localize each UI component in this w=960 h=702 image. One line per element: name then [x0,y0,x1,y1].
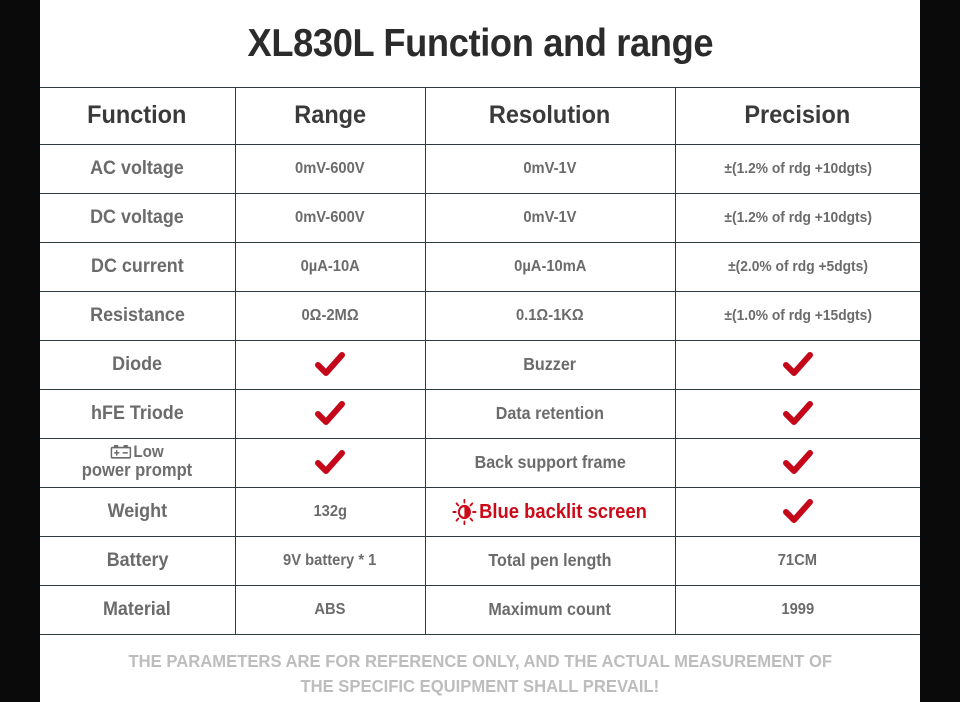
cell-function: AC voltage [40,144,236,194]
table-row: AC voltage 0mV-600V 0mV-1V ±(1.2% of rdg… [40,144,920,194]
cell-resolution: Data retention [425,389,676,439]
cell-precision: 1999 [675,585,920,635]
cell-range: 9V battery * 1 [235,536,426,586]
cell-function: Battery [40,536,236,586]
cell-precision: ±(1.0% of rdg +15dgts) [675,291,920,341]
column-header-precision: Precision [675,88,920,145]
cell-precision: ±(1.2% of rdg +10dgts) [675,144,920,194]
column-header-range: Range [235,88,426,145]
column-header-function: Function [40,88,236,145]
cell-range [235,438,426,488]
table-row: DC voltage 0mV-600V 0mV-1V ±(1.2% of rdg… [40,193,920,243]
cell-range [235,389,426,439]
table-row: DC current 0µA-10A 0µA-10mA ±(2.0% of rd… [40,242,920,292]
cell-range: 0Ω-2MΩ [235,291,426,341]
page-title-text: XL830L Function and range [247,21,713,65]
disclaimer-note: THE PARAMETERS ARE FOR REFERENCE ONLY, A… [40,635,920,702]
disclaimer-line-1: THE PARAMETERS ARE FOR REFERENCE ONLY, A… [128,650,832,671]
table-header-row: Function Range Resolution Precision [40,88,920,145]
table-row: hFE Triode Data retention [40,389,920,439]
cell-resolution: 0µA-10mA [425,242,676,292]
battery-icon [110,444,132,459]
cell-range: 0µA-10A [235,242,426,292]
cell-resolution: Maximum count [425,585,676,635]
table-row: Low power prompt Back support frame [40,438,920,488]
cell-resolution: 0mV-1V [425,193,676,243]
cell-range: ABS [235,585,426,635]
table-row: Battery 9V battery * 1 Total pen length … [40,536,920,586]
table-row: Resistance 0Ω-2MΩ 0.1Ω-1KΩ ±(1.0% of rdg… [40,291,920,341]
check-icon [782,498,813,525]
cell-function: Diode [40,340,236,390]
table-row: Material ABS Maximum count 1999 [40,585,920,635]
cell-range [235,340,426,390]
table-row: Weight 132g Blue backlit screen [40,487,920,537]
check-icon [782,400,813,427]
check-icon [782,351,813,378]
cell-function: DC voltage [40,193,236,243]
check-icon [782,449,813,476]
cell-precision [675,340,920,390]
cell-precision [675,487,920,537]
brightness-icon [452,498,477,525]
cell-precision: 71CM [675,536,920,586]
cell-range: 0mV-600V [235,193,426,243]
check-icon [315,351,345,378]
low-label: Low [133,443,164,462]
cell-function: DC current [40,242,236,292]
blue-backlit-highlight: Blue backlit screen [452,498,648,525]
table-row: Diode Buzzer [40,340,920,390]
check-icon [315,400,345,427]
cell-precision: ±(2.0% of rdg +5dgts) [675,242,920,292]
blue-backlit-label: Blue backlit screen [479,500,648,523]
cell-function: Weight [40,487,236,537]
cell-precision [675,389,920,439]
disclaimer-line-2: THE SPECIFIC EQUIPMENT SHALL PREVAIL! [300,675,660,696]
cell-precision [675,438,920,488]
cell-resolution: Back support frame [425,438,676,488]
cell-function: Resistance [40,291,236,341]
cell-resolution: Total pen length [425,536,676,586]
cell-function: Material [40,585,236,635]
cell-resolution: Blue backlit screen [425,487,676,537]
column-header-resolution: Resolution [425,88,676,145]
cell-precision: ±(1.2% of rdg +10dgts) [675,193,920,243]
spec-sheet-panel: XL830L Function and range Function Range… [40,0,920,702]
cell-function: hFE Triode [40,389,236,439]
cell-function: Low power prompt [40,438,236,488]
specification-table: Function Range Resolution Precision AC v… [40,88,920,635]
cell-range: 132g [235,487,426,537]
cell-range: 0mV-600V [235,144,426,194]
power-prompt-label: power prompt [82,459,193,480]
check-icon [315,449,345,476]
cell-resolution: Buzzer [425,340,676,390]
page-title: XL830L Function and range [40,0,920,88]
cell-resolution: 0.1Ω-1KΩ [425,291,676,341]
cell-resolution: 0mV-1V [425,144,676,194]
